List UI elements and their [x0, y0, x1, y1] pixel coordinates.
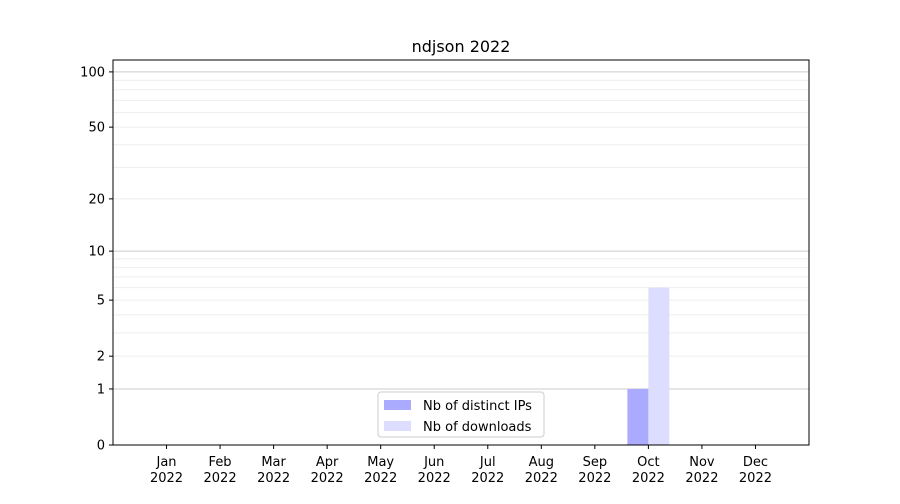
x-tick-label: Jan 2022 [150, 455, 183, 486]
bar-distinct-ips [627, 388, 649, 445]
legend-swatch [384, 400, 411, 410]
x-tick-label: Mar 2022 [257, 455, 290, 486]
x-tick-label: May 2022 [364, 455, 397, 486]
x-tick-label: Aug 2022 [525, 455, 558, 486]
plot-frame [112, 59, 810, 446]
y-tick-label: 10 [88, 245, 105, 260]
x-tick-label: Jul 2022 [471, 455, 504, 486]
x-tick-label: Feb 2022 [204, 455, 237, 486]
legend-label: Nb of distinct IPs [423, 399, 532, 414]
y-tick-label: 5 [97, 294, 105, 309]
y-tick-label: 1 [97, 382, 105, 397]
x-tick-label: Nov 2022 [685, 455, 718, 486]
y-tick-label: 100 [80, 65, 105, 80]
x-tick-label: Sep 2022 [578, 455, 611, 486]
y-tick-label: 50 [88, 121, 105, 136]
x-tick-label: Oct 2022 [632, 455, 665, 486]
chart-title: ndjson 2022 [412, 37, 511, 56]
bar-downloads [648, 287, 670, 445]
y-tick-label: 0 [97, 439, 105, 454]
x-tick-label: Jun 2022 [418, 455, 451, 486]
y-tick-label: 2 [97, 350, 105, 365]
y-tick-label: 20 [88, 192, 105, 207]
legend-swatch [384, 421, 411, 431]
x-tick-label: Dec 2022 [739, 455, 772, 486]
x-tick-label: Apr 2022 [311, 455, 344, 486]
legend-label: Nb of downloads [423, 420, 532, 435]
legend [377, 391, 545, 438]
